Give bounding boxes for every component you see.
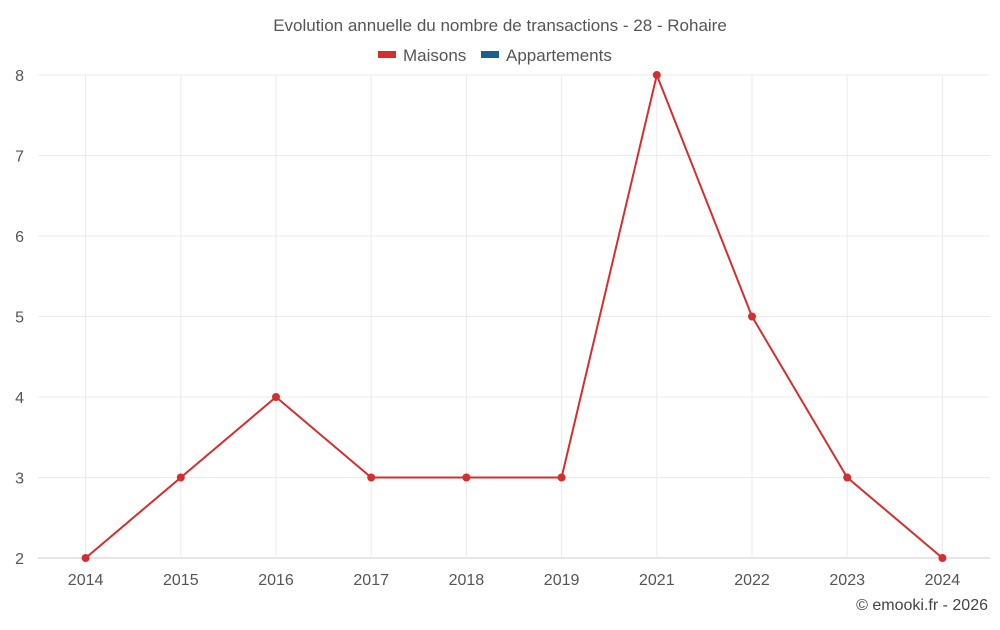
chart-title: Evolution annuelle du nombre de transact… [273, 16, 727, 35]
data-point[interactable] [652, 71, 661, 79]
legend-item[interactable]: Appartements [481, 46, 612, 65]
x-tick-label: 2017 [353, 572, 389, 589]
x-tick-label: 2022 [734, 572, 770, 589]
data-point[interactable] [557, 473, 566, 482]
legend-label: Appartements [506, 46, 612, 65]
data-point[interactable] [843, 473, 852, 482]
x-tick-label: 2021 [639, 572, 675, 589]
x-tick-label: 2019 [544, 572, 580, 589]
data-point[interactable] [176, 473, 185, 482]
y-tick-label: 7 [15, 149, 24, 166]
x-tick-label: 2018 [449, 572, 485, 589]
y-axis: 2 3 4 5 6 7 8 [15, 68, 24, 568]
y-tick-label: 6 [15, 229, 24, 246]
series-line [84, 74, 944, 559]
legend-item[interactable]: Maisons [378, 46, 466, 65]
grid [38, 74, 990, 559]
credit-text: © emooki.fr - 2026 [856, 597, 988, 614]
x-tick-label: 2015 [163, 572, 199, 589]
data-point[interactable] [462, 473, 471, 482]
x-tick-label: 2024 [925, 572, 961, 589]
series-layer [81, 71, 947, 562]
data-point[interactable] [272, 393, 280, 401]
legend-swatch [378, 51, 396, 58]
x-tick-label: 2016 [258, 572, 294, 589]
legend-swatch [481, 51, 499, 58]
data-point[interactable] [81, 554, 90, 562]
y-tick-label: 2 [15, 551, 24, 568]
x-axis: 2014 2015 2016 2017 2018 2019 2021 2022 2023 2024 [68, 572, 960, 589]
data-point[interactable] [938, 554, 947, 562]
y-tick-label: 5 [15, 310, 24, 327]
data-point[interactable] [748, 312, 756, 321]
y-tick-label: 8 [15, 68, 24, 85]
y-tick-label: 4 [15, 390, 24, 407]
y-tick-label: 3 [15, 471, 24, 488]
data-point[interactable] [367, 473, 376, 482]
x-tick-label: 2014 [68, 572, 104, 589]
legend-label: Maisons [403, 46, 466, 65]
legend: Maisons Appartements [378, 46, 612, 65]
series-maisons [81, 71, 947, 562]
x-tick-label: 2023 [829, 572, 865, 589]
